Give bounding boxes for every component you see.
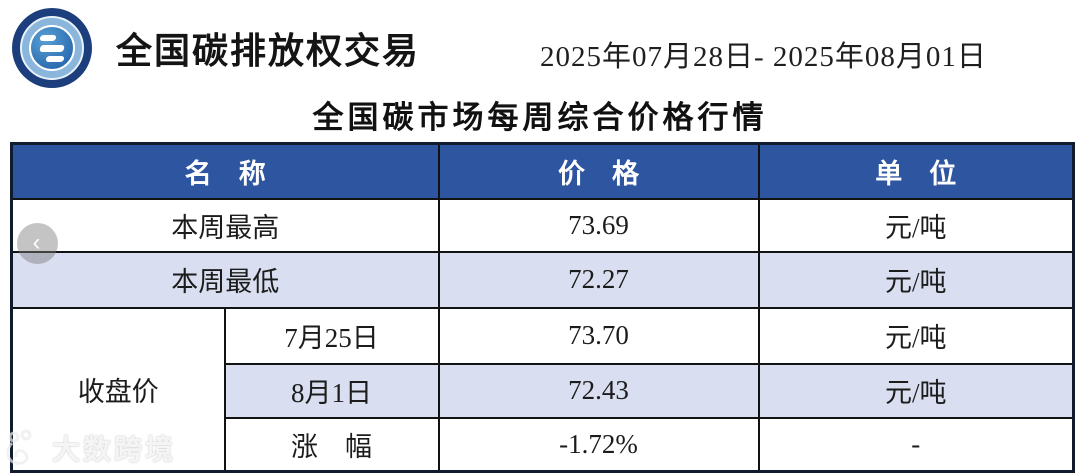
brand-header: 全国碳排放权交易 <box>12 8 420 88</box>
table-row: 本周最低 72.27 元/吨 <box>10 250 1075 309</box>
table-row: 8月1日 72.43 元/吨 <box>12 362 1075 419</box>
unit-aug1: 元/吨 <box>757 362 1075 419</box>
row-label-week-low: 本周最低 <box>10 250 440 309</box>
table-row: 涨 幅 -1.72% - <box>12 416 1075 473</box>
date-range: 2025年07月28日- 2025年08月01日 <box>540 41 987 73</box>
value-week-low: 72.27 <box>437 250 760 309</box>
brand-title: 全国碳排放权交易 <box>116 31 421 71</box>
row-label-week-high: 本周最高 <box>10 197 440 253</box>
column-header-price: 价 格 <box>437 142 760 200</box>
value-aug1: 72.43 <box>437 362 760 419</box>
unit-jul25: 元/吨 <box>757 306 1075 365</box>
table-header-row: 名 称 价 格 单 位 <box>10 142 1075 200</box>
unit-week-high: 元/吨 <box>757 197 1075 253</box>
chevron-left-icon: ‹ <box>32 228 41 256</box>
row-label-jul25: 7月25日 <box>223 306 440 365</box>
table-row: 收盘价 7月25日 73.70 元/吨 <box>10 306 1075 473</box>
value-week-high: 73.69 <box>437 197 760 253</box>
page-title: 全国碳市场每周综合价格行情 <box>312 100 768 135</box>
carbon-trading-logo-icon <box>12 8 92 88</box>
carousel-prev-button[interactable]: ‹ <box>17 223 58 264</box>
unit-change: - <box>757 416 1075 473</box>
table-row: 本周最高 73.69 元/吨 <box>10 197 1075 253</box>
weekly-price-table: 名 称 价 格 单 位 本周最高 73.69 元/吨 本周最低 72.27 元/… <box>10 142 1075 473</box>
unit-week-low: 元/吨 <box>757 250 1075 309</box>
column-header-name: 名 称 <box>10 142 440 200</box>
row-label-change: 涨 幅 <box>223 416 440 473</box>
value-change: -1.72% <box>437 416 760 473</box>
column-header-unit: 单 位 <box>757 142 1075 200</box>
value-jul25: 73.70 <box>437 306 760 365</box>
row-label-aug1: 8月1日 <box>223 362 440 419</box>
row-group-closing-price: 收盘价 <box>10 306 226 473</box>
